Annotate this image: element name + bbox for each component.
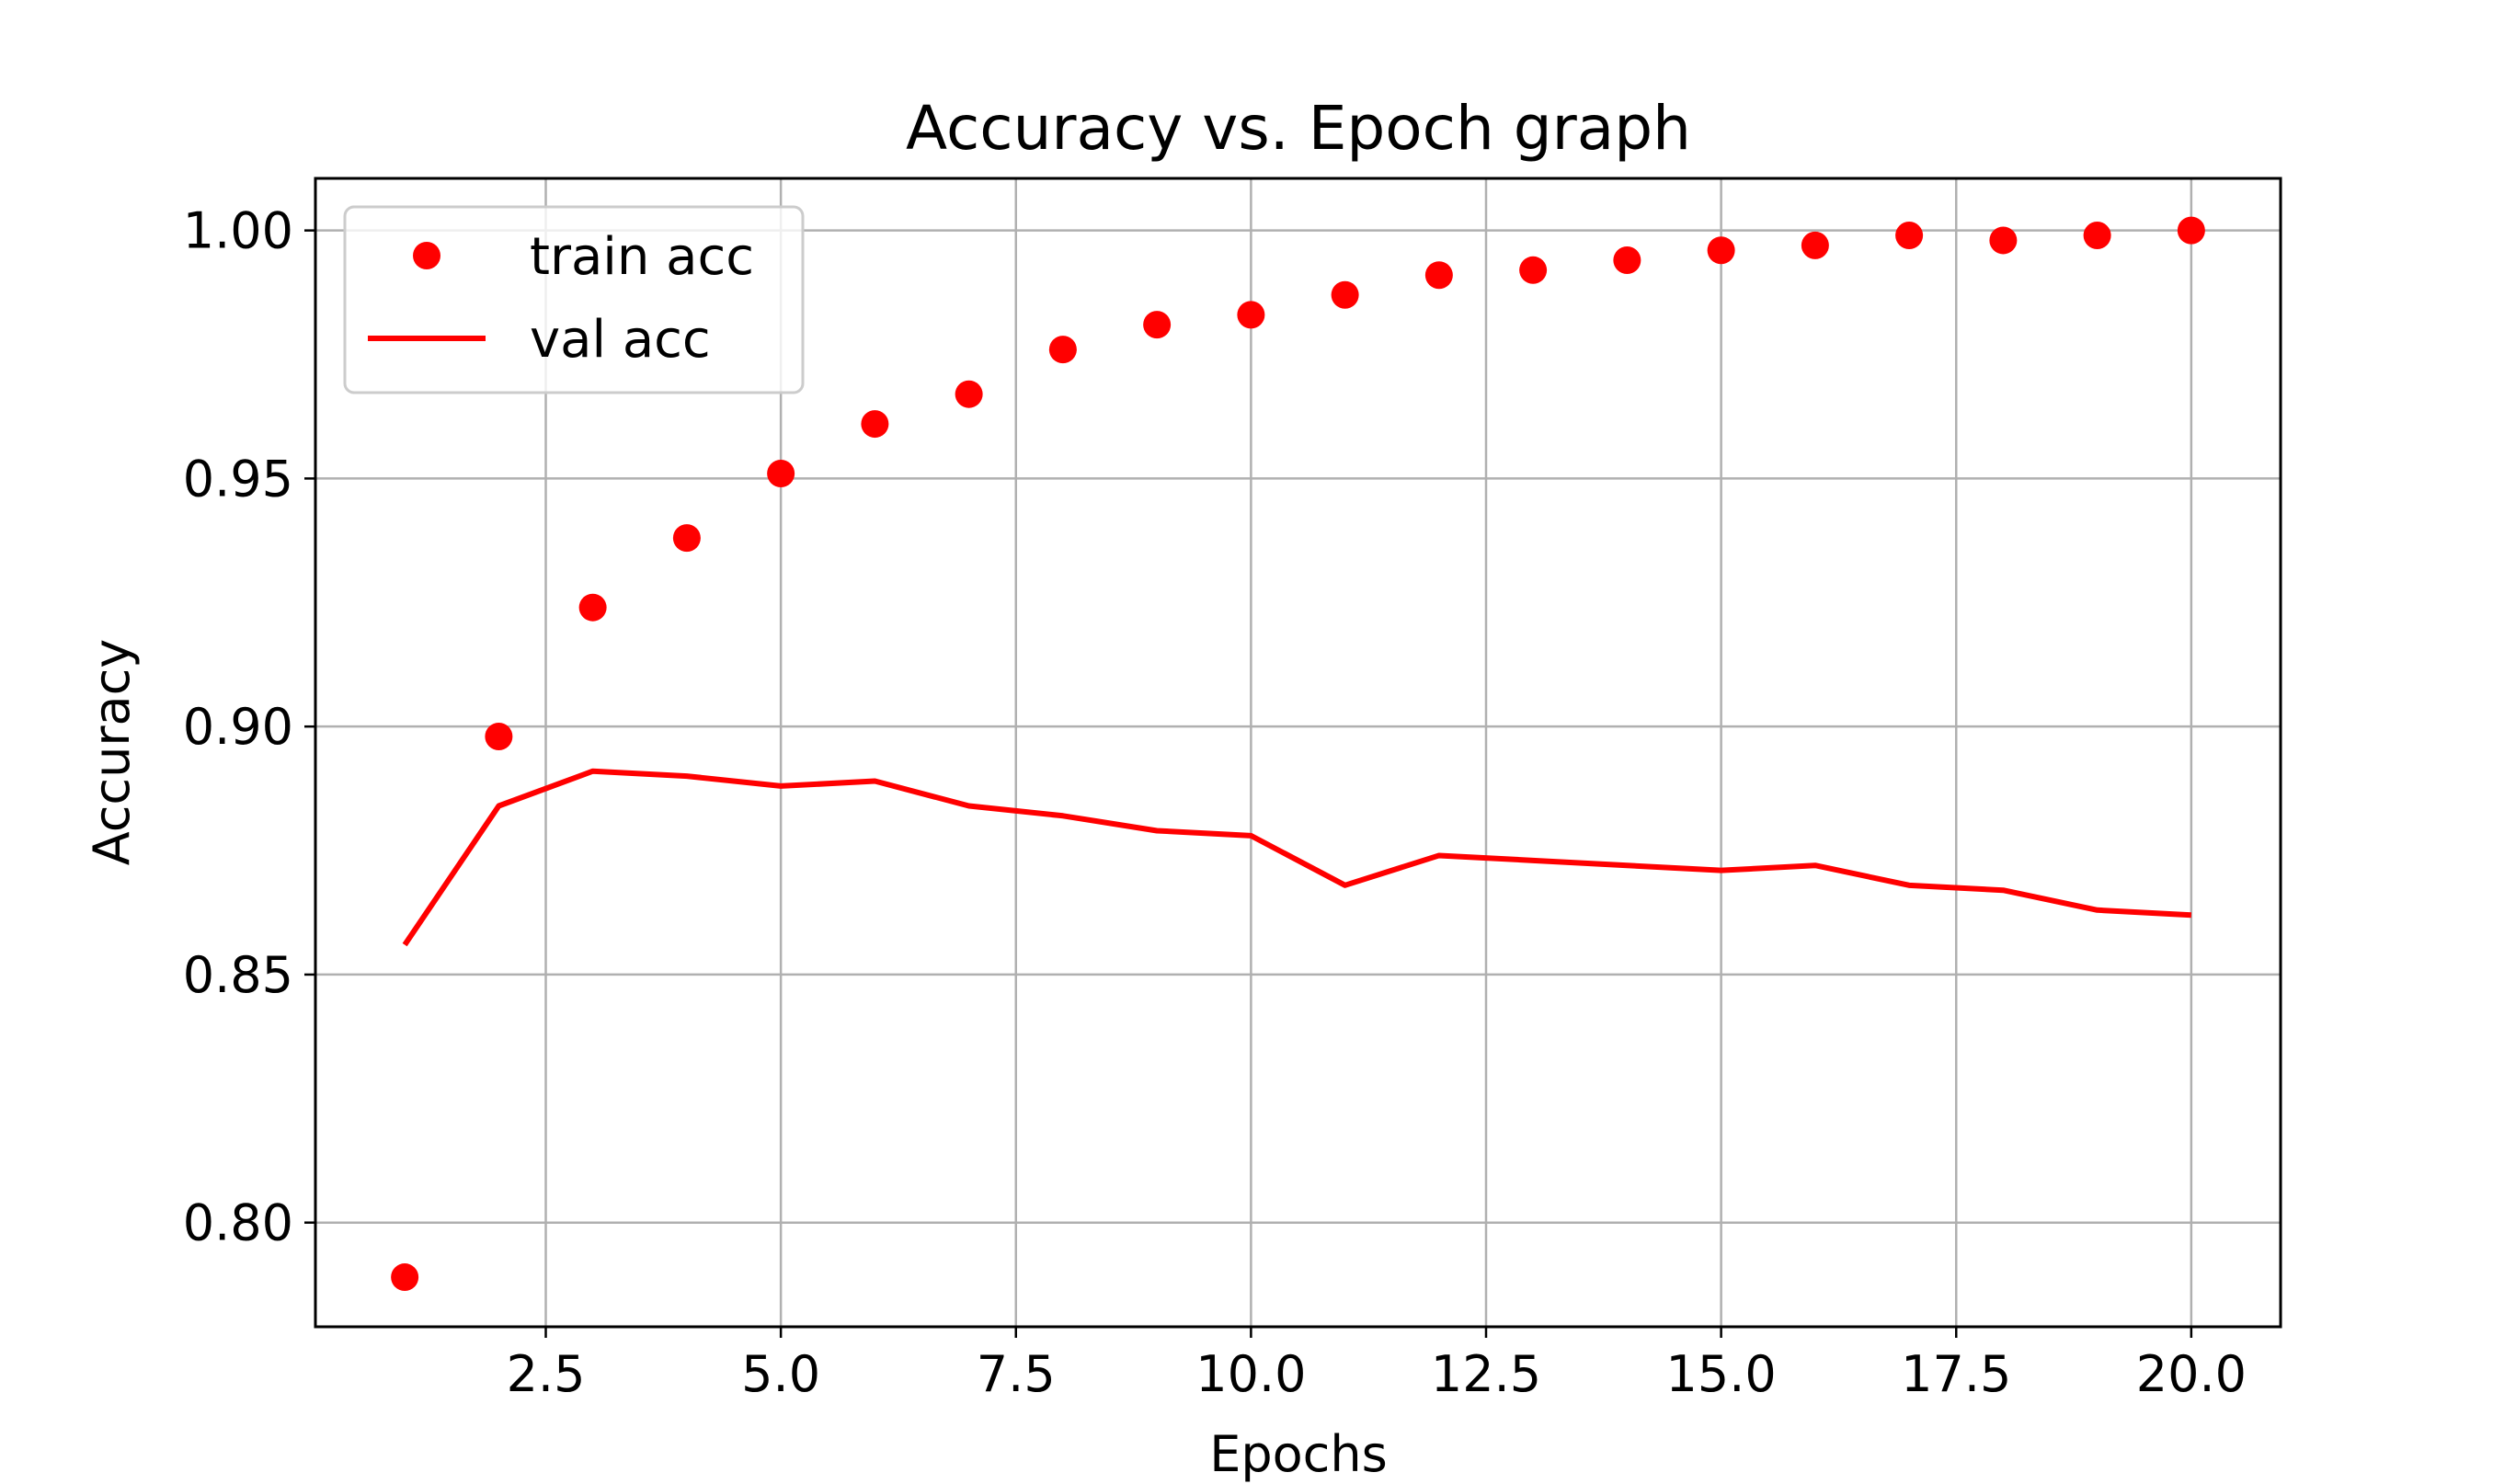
grid bbox=[315, 178, 2281, 1327]
train-acc-point bbox=[1613, 246, 1641, 275]
legend-label-val-acc: val acc bbox=[530, 310, 711, 370]
train-acc-point bbox=[1237, 301, 1265, 329]
x-tick-label: 5.0 bbox=[741, 1345, 820, 1403]
chart-title: Accuracy vs. Epoch graph bbox=[906, 93, 1691, 164]
x-tick-label: 10.0 bbox=[1195, 1345, 1306, 1403]
y-tick-label: 0.90 bbox=[183, 698, 293, 756]
x-tick-label: 20.0 bbox=[2136, 1345, 2247, 1403]
train-acc-point bbox=[391, 1263, 419, 1292]
train-acc-point bbox=[578, 593, 607, 622]
axis-ticks: 2.5 5.0 7.5 10.0 12.5 15.0 17.5 20.0 0.80 0.85 0.9… bbox=[183, 202, 2247, 1403]
val-acc-line bbox=[402, 768, 2192, 947]
train-acc-point bbox=[1989, 226, 2018, 255]
train-acc-point bbox=[1519, 256, 1548, 284]
legend-box bbox=[343, 205, 805, 394]
y-tick-label: 0.80 bbox=[183, 1194, 293, 1252]
train-acc-point bbox=[1424, 261, 1453, 290]
legend-label-train-acc: train acc bbox=[530, 227, 754, 287]
x-tick-label: 17.5 bbox=[1901, 1345, 2011, 1403]
x-tick-label: 15.0 bbox=[1666, 1345, 1777, 1403]
y-axis-label: Accuracy bbox=[83, 639, 141, 866]
train-acc-point bbox=[1801, 231, 1829, 259]
train-acc-point bbox=[1895, 222, 1924, 250]
y-tick-label: 0.85 bbox=[183, 946, 293, 1004]
train-acc-point bbox=[1048, 336, 1077, 364]
y-tick-label: 0.95 bbox=[183, 450, 293, 508]
x-tick-label: 2.5 bbox=[507, 1345, 586, 1403]
train-acc-point bbox=[767, 460, 795, 488]
train-acc-point bbox=[2177, 216, 2205, 245]
train-acc-point bbox=[672, 524, 701, 553]
train-acc-point bbox=[1331, 280, 1359, 309]
train-acc-point bbox=[1143, 311, 1172, 339]
train-acc-point bbox=[955, 380, 983, 408]
series-layer bbox=[391, 216, 2205, 1292]
x-axis-label: Epochs bbox=[1209, 1425, 1387, 1483]
y-tick-label: 1.00 bbox=[183, 202, 293, 260]
x-tick-label: 7.5 bbox=[977, 1345, 1056, 1403]
legend: train acc val acc bbox=[343, 205, 805, 394]
train-acc-point bbox=[485, 722, 513, 750]
legend-marker-train-acc bbox=[413, 242, 440, 269]
plot-frame bbox=[314, 177, 2282, 1329]
train-acc-point bbox=[2083, 222, 2111, 250]
train-acc-point bbox=[861, 410, 889, 439]
train-acc-point bbox=[1707, 236, 1735, 265]
x-tick-label: 12.5 bbox=[1431, 1345, 1541, 1403]
